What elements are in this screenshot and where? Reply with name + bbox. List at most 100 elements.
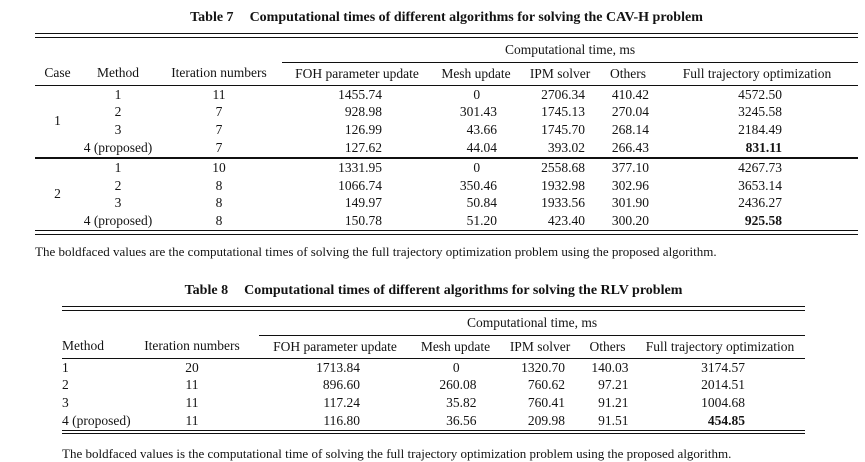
ipm-cell: 2558.68 [520, 156, 600, 177]
numeric-value: 1004.68 [701, 395, 746, 411]
full-cell: 4267.73 [656, 156, 859, 177]
numeric-value: 91.21 [598, 395, 629, 411]
ipm-cell: 1745.70 [520, 121, 600, 139]
mesh-cell: 0.00 [411, 358, 500, 376]
top-double-rule [35, 33, 858, 38]
col-header-full-trajectory-optimization: Full trajectory optimization [656, 62, 859, 86]
full-cell: 454.85 [635, 412, 805, 430]
numeric-value: 1320.70 [521, 359, 565, 375]
numeric-value: 925.58 [744, 213, 783, 229]
foh-cell: 117.24 [259, 394, 411, 412]
full-cell: 3174.57 [635, 358, 805, 376]
foh-cell: 1455.74 [282, 85, 432, 103]
numeric-value: 928.98 [344, 104, 382, 120]
mesh-cell: 50.84 [432, 194, 520, 212]
others-cell: 270.04 [600, 103, 656, 121]
bottom-double-rule [62, 429, 805, 435]
col-header-ipm-solver: IPM solver [500, 335, 580, 359]
foh-cell: 928.98 [282, 103, 432, 121]
ipm-cell: 760.62 [500, 376, 580, 394]
others-cell: 302.96 [600, 177, 656, 195]
others-cell: 266.43 [600, 139, 656, 158]
column-header-row: Method Iteration numbers FOH parameter u… [62, 335, 806, 359]
ipm-cell: 393.02 [520, 139, 600, 158]
col-header-method: Method [62, 335, 125, 359]
numeric-value: 1933.56 [541, 195, 585, 211]
numeric-value: 4572.50 [738, 86, 783, 102]
table-7-number: Table 7 [190, 10, 234, 25]
case-cell: 1 [54, 113, 61, 129]
full-cell: 2436.27 [656, 194, 858, 212]
method-cell: 4 (proposed) [62, 412, 131, 428]
foh-cell: 896.60 [259, 376, 411, 394]
mesh-cell: 51.20 [432, 212, 520, 230]
col-header-foh-parameter-update: FOH parameter update [259, 335, 411, 359]
span-header-empty [62, 311, 259, 336]
full-cell: 3245.58 [656, 103, 858, 121]
col-header-full-trajectory-optimization: Full trajectory optimization [635, 335, 806, 359]
numeric-value: 423.40 [547, 213, 585, 229]
numeric-value: 51.20 [466, 213, 497, 229]
foh-cell: 1066.74 [282, 177, 432, 195]
full-cell: 3653.14 [656, 177, 858, 195]
numeric-value: 44.04 [466, 139, 497, 155]
table-8-caption: Table 8 Computational times of different … [62, 281, 805, 301]
foh-cell: 150.78 [282, 212, 432, 230]
full-cell: 925.58 [656, 212, 858, 230]
iters-cell: 11 [185, 395, 199, 411]
table-row: 3 7 126.99 43.66 1745.70 268.14 2184.49 [35, 121, 858, 139]
mesh-cell: 36.56 [411, 412, 500, 430]
numeric-value: 209.98 [527, 412, 565, 428]
bottom-double-rule [35, 229, 858, 235]
numeric-value: 1455.74 [338, 86, 382, 102]
numeric-value: 2558.68 [541, 159, 585, 175]
method-cell: 1 [80, 156, 156, 177]
numeric-value: 35.82 [446, 395, 477, 411]
mesh-cell: 260.08 [411, 376, 500, 394]
numeric-value: 301.43 [459, 104, 497, 120]
numeric-value: 831.11 [745, 139, 783, 155]
others-cell: 301.90 [600, 194, 656, 212]
numeric-value: 2436.27 [738, 195, 783, 211]
numeric-value: 36.56 [446, 412, 477, 428]
numeric-value: 1745.70 [541, 122, 585, 138]
numeric-value: 116.80 [323, 412, 360, 428]
mesh-cell: 44.04 [432, 139, 520, 158]
col-header-mesh-update: Mesh update [432, 62, 520, 86]
table-row: 1 20 1713.84 0.00 1320.70 140.03 3174.57 [62, 358, 805, 376]
iters-cell: 10 [156, 156, 282, 177]
mesh-cell: 301.43 [432, 103, 520, 121]
iters-cell: 7 [215, 122, 223, 138]
col-header-iteration-numbers: Iteration numbers [125, 335, 259, 359]
ipm-cell: 1320.70 [500, 358, 580, 376]
method-cell: 3 [114, 195, 122, 211]
mesh-cell: 0.00 [432, 156, 520, 177]
ipm-cell: 1932.98 [520, 177, 600, 195]
numeric-value: 410.42 [611, 86, 649, 102]
table-8: Computational time, ms Method Iteration … [62, 310, 806, 430]
numeric-value: 1745.13 [541, 104, 585, 120]
case-cell: 2 [35, 156, 80, 230]
numeric-value: 1932.98 [541, 177, 585, 193]
table-row: 4 (proposed) 8 150.78 51.20 423.40 300.20 925.… [35, 212, 858, 230]
foh-cell: 1713.84 [259, 358, 411, 376]
numeric-value: 260.08 [439, 377, 477, 393]
numeric-value: 140.03 [591, 359, 629, 375]
table-row: 3 11 117.24 35.82 760.41 91.21 1004.68 [62, 394, 805, 412]
numeric-value: 126.99 [344, 122, 382, 138]
numeric-value: 2014.51 [701, 377, 746, 393]
numeric-value: 91.51 [598, 412, 629, 428]
numeric-value: 3653.14 [738, 177, 783, 193]
numeric-value: 300.20 [611, 213, 649, 229]
iters-cell: 7 [215, 139, 223, 155]
iters-cell: 11 [185, 377, 199, 393]
numeric-value: 760.62 [527, 377, 565, 393]
table-8-footnote: The boldfaced values is the computationa… [62, 446, 732, 462]
ipm-cell: 2706.34 [520, 85, 600, 103]
foh-cell: 149.97 [282, 194, 432, 212]
foh-cell: 1331.95 [282, 156, 432, 177]
full-cell: 2014.51 [635, 376, 805, 394]
table-8-number: Table 8 [184, 283, 229, 298]
numeric-value: 0.00 [452, 359, 460, 375]
